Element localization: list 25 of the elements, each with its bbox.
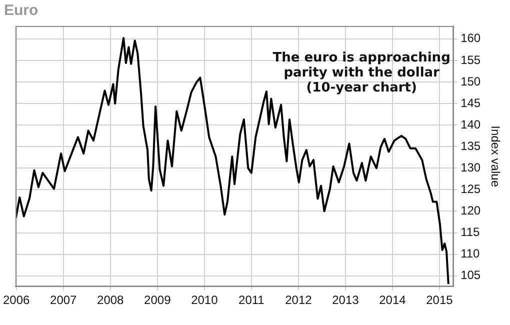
y-tick-label: 155 bbox=[460, 52, 481, 67]
y-tick-label: 115 bbox=[460, 225, 480, 240]
y-tick-label: 145 bbox=[460, 96, 481, 110]
y-tick-label: 110 bbox=[460, 246, 480, 261]
y-tick-label: 160 bbox=[460, 31, 481, 46]
x-tick-label: 2008 bbox=[97, 293, 124, 308]
x-tick-label: 2009 bbox=[144, 293, 172, 308]
x-tick-label: 2006 bbox=[3, 293, 30, 308]
x-tick-label: 2012 bbox=[285, 293, 312, 308]
y-tick-label: 125 bbox=[460, 182, 481, 196]
y-tick-label: 130 bbox=[460, 160, 481, 174]
chart-title: Euro bbox=[4, 2, 38, 20]
x-tick-label: 2011 bbox=[238, 293, 265, 308]
y-axis-title: Index value bbox=[488, 126, 502, 188]
x-tick-label: 2015 bbox=[426, 293, 454, 308]
y-tick-label: 105 bbox=[460, 268, 481, 282]
y-tick-label: 120 bbox=[460, 204, 481, 218]
y-tick-label: 140 bbox=[460, 117, 481, 132]
x-tick-label: 2007 bbox=[50, 293, 78, 308]
annotation: The euro is approaching parity with the dollar (10-year chart) bbox=[272, 50, 450, 96]
x-tick-label: 2014 bbox=[379, 293, 406, 308]
y-tick-label: 135 bbox=[460, 138, 481, 153]
x-tick-label: 2010 bbox=[191, 293, 218, 308]
x-tick-label: 2013 bbox=[332, 293, 360, 308]
y-tick-label: 150 bbox=[460, 74, 481, 88]
